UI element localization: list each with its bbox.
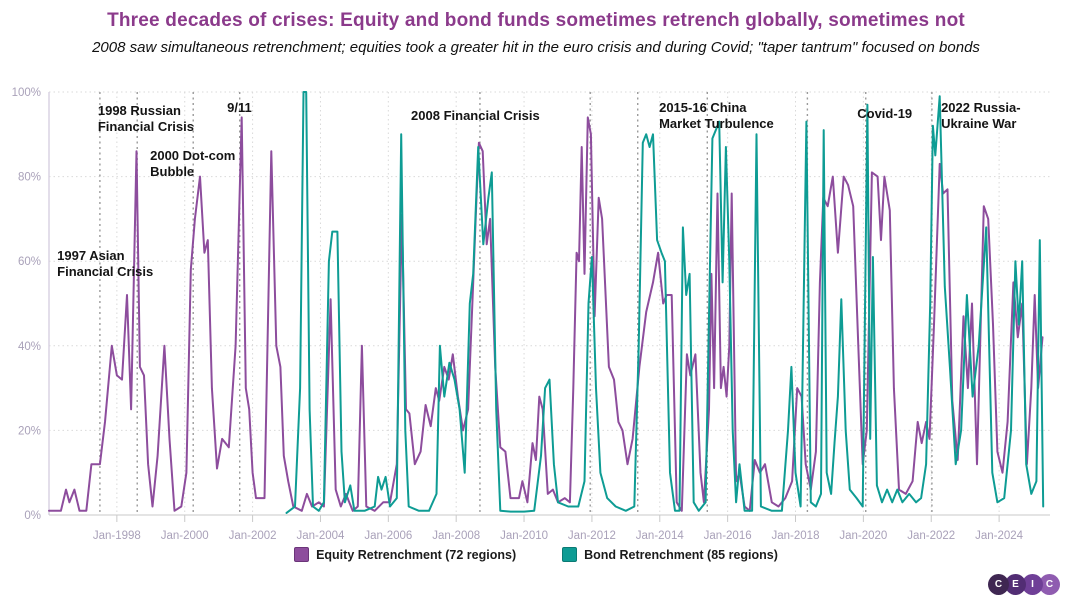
logo-circle: I (1022, 574, 1043, 595)
x-axis-label: Jan-2018 (772, 530, 820, 542)
logo-circle: C (988, 574, 1009, 595)
logo-circle: C (1039, 574, 1060, 595)
crisis-annotation: 2008 Financial Crisis (411, 108, 540, 123)
equity-series-line (48, 116, 1044, 512)
equity-swatch (294, 547, 310, 562)
crisis-annotation: 2022 Russia-Ukraine War (941, 100, 1021, 131)
x-axis-label: Jan-2022 (907, 530, 955, 542)
x-axis-label: Jan-2010 (500, 530, 548, 542)
y-axis-label: 40% (18, 341, 41, 353)
legend-item-bond: Bond Retrenchment (85 regions) (562, 547, 778, 562)
logo-circle: E (1005, 574, 1026, 595)
crisis-annotation: 2015-16 China Market Turbulence (659, 100, 774, 131)
bond-series-line (285, 91, 1045, 514)
crisis-annotation: 1997 Asian Financial Crisis (57, 248, 153, 279)
x-axis-label: Jan-2008 (432, 530, 480, 542)
y-axis-label: 80% (18, 172, 41, 184)
y-axis-label: 60% (18, 256, 41, 268)
page-title: Three decades of crises: Equity and bond… (107, 10, 965, 31)
legend-item-equity: Equity Retrenchment (72 regions) (294, 547, 516, 562)
bond-swatch (562, 547, 578, 562)
x-axis-label: Jan-2014 (636, 530, 685, 542)
x-axis-label: Jan-2016 (704, 530, 752, 542)
crisis-annotation: Covid-19 (857, 106, 912, 121)
crisis-annotation: 9/11 (227, 100, 252, 115)
legend-label-equity: Equity Retrenchment (72 regions) (316, 547, 517, 562)
x-axis-label: Jan-2002 (229, 530, 277, 542)
y-axis-label: 20% (18, 425, 41, 437)
legend-label-bond: Bond Retrenchment (85 regions) (584, 547, 778, 562)
chart-subtitle: 2008 saw simultaneous retrenchment; equi… (92, 39, 980, 56)
x-axis-label: Jan-2006 (364, 530, 412, 542)
chart-header: Three decades of crises: Equity and bond… (0, 0, 1072, 56)
x-axis-label: Jan-2004 (296, 530, 345, 542)
x-axis-label: Jan-2000 (161, 530, 209, 542)
y-axis-label: 100% (12, 87, 41, 99)
chart-legend: Equity Retrenchment (72 regions) Bond Re… (0, 547, 1072, 562)
x-axis-label: Jan-2012 (568, 530, 616, 542)
x-axis-label: Jan-2024 (975, 530, 1024, 542)
x-axis-label: Jan-2020 (839, 530, 887, 542)
x-axis-label: Jan-1998 (93, 530, 141, 542)
y-axis-label: 0% (24, 510, 41, 522)
crisis-annotation: 1998 Russian Financial Crisis (98, 103, 194, 134)
crisis-annotation: 2000 Dot-com Bubble (150, 148, 235, 179)
